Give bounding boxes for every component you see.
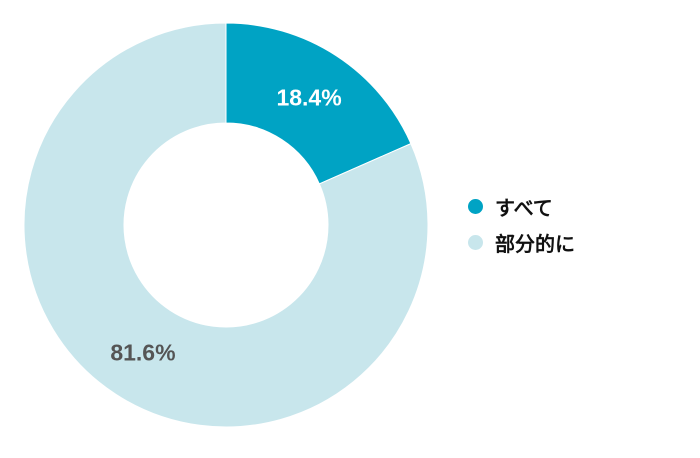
legend: すべて 部分的に xyxy=(468,188,575,260)
legend-label: すべて xyxy=(495,195,553,220)
donut-slice xyxy=(23,22,429,428)
legend-swatch xyxy=(468,198,483,214)
legend-swatch xyxy=(468,234,483,250)
data-label: 81.6% xyxy=(110,339,175,365)
donut-slice xyxy=(225,22,412,185)
legend-label: 部分的に xyxy=(495,231,575,256)
legend-item-partial: 部分的に xyxy=(468,224,575,260)
legend-item-all: すべて xyxy=(468,188,575,224)
data-label: 18.4% xyxy=(276,85,341,111)
